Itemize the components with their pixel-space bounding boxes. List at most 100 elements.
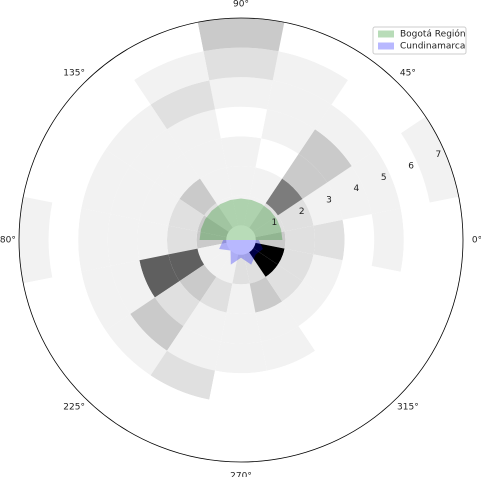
angle-tick-label: 135° — [63, 69, 85, 79]
heat-cell — [243, 196, 266, 228]
heat-cell — [331, 80, 401, 150]
legend-swatch — [378, 42, 394, 50]
angle-tick-label: 315° — [397, 402, 419, 412]
heat-cell — [81, 149, 131, 215]
heat-cell — [197, 215, 229, 238]
heat-cell — [117, 399, 204, 458]
heat-cell — [48, 202, 82, 278]
heat-cell — [134, 51, 210, 105]
heat-cell — [302, 182, 343, 226]
heat-cell — [52, 271, 106, 347]
heat-cell — [232, 195, 250, 226]
heat-cell — [272, 51, 348, 105]
heat-cell — [154, 281, 200, 327]
heat-cell — [168, 248, 205, 282]
heat-cell — [376, 133, 430, 209]
heat-cell — [139, 182, 180, 226]
heat-cell — [400, 202, 434, 278]
heat-cell — [81, 265, 131, 331]
heat-cell — [130, 297, 184, 351]
angle-tick-label: 225° — [63, 402, 85, 412]
heat-cell — [56, 55, 135, 134]
heat-cell — [78, 208, 111, 272]
heat-cell — [331, 330, 401, 400]
angle-tick-label: 0° — [472, 236, 481, 246]
heat-cell — [249, 276, 283, 313]
heat-cell — [110, 260, 155, 315]
legend-box — [372, 26, 467, 55]
heat-cell — [150, 350, 216, 400]
heat-cell — [19, 196, 53, 284]
heat-cell — [284, 225, 316, 255]
heat-cell — [167, 225, 198, 255]
radial-tick-label: 5 — [381, 173, 387, 183]
heat-cell — [226, 283, 256, 315]
area — [219, 240, 263, 265]
heat-cell — [105, 104, 167, 166]
heat-cell — [429, 196, 464, 284]
heat-cell — [277, 248, 314, 282]
heat-cell — [179, 178, 217, 216]
heat-cell — [298, 129, 352, 183]
heat-cell — [168, 198, 205, 232]
radial-tick-label: 7 — [436, 150, 442, 160]
heat-cell — [400, 116, 459, 203]
heat-cell — [220, 312, 262, 344]
heat-cell — [282, 153, 328, 199]
heat-cell — [243, 252, 266, 284]
heat-cell — [342, 214, 375, 266]
heat-cell — [298, 297, 352, 351]
angle-tick-label: 45° — [400, 69, 416, 79]
heat-cell — [255, 138, 299, 179]
heat-cell — [130, 129, 184, 183]
heat-cell — [179, 264, 217, 302]
heat-cell — [139, 254, 180, 298]
radial-tick-label: 3 — [326, 196, 332, 206]
angle-tick-label: 90° — [233, 0, 249, 10]
heat-cell — [249, 248, 278, 277]
heat-cell — [107, 214, 140, 266]
heat-cell — [272, 375, 348, 429]
heat-cell — [265, 178, 303, 216]
heat-cell — [110, 165, 155, 220]
heat-cell — [23, 277, 82, 364]
heat-cell — [232, 254, 250, 285]
heat-cell — [166, 326, 221, 371]
heat-cell — [154, 153, 200, 199]
heat-cell — [197, 242, 229, 265]
heat-cell — [23, 116, 82, 203]
heat-cell — [315, 104, 377, 166]
heat-cell — [255, 231, 286, 249]
heat-cell — [197, 17, 285, 52]
heat-cell — [249, 167, 283, 204]
heat-cell — [376, 271, 430, 347]
heat-cell — [183, 138, 227, 179]
polar-frame — [18, 17, 464, 463]
heat-cell — [302, 254, 343, 298]
heat-cell — [278, 399, 365, 458]
heat-cell — [315, 314, 377, 376]
heat-cell — [261, 109, 316, 154]
heat-cell — [265, 264, 303, 302]
heat-cell — [327, 165, 372, 220]
heat-cell — [134, 375, 210, 429]
heat-cell — [266, 350, 332, 400]
heat-cell — [253, 242, 285, 265]
heat-cell — [351, 149, 401, 215]
heat-cell — [220, 136, 262, 168]
heat-cell — [216, 252, 239, 284]
heat-cell — [105, 314, 167, 376]
heat-cell — [216, 196, 239, 228]
heat-cell — [347, 55, 426, 134]
heat-cell — [166, 109, 221, 154]
angle-tick-label: 270° — [230, 472, 252, 478]
radial-tick-label: 2 — [299, 207, 305, 217]
heat-cell — [137, 219, 169, 261]
radial-tick-label: 6 — [408, 162, 414, 172]
heat-cell — [81, 80, 151, 150]
heat-cell — [278, 22, 365, 81]
heat-cell — [277, 198, 314, 232]
area — [199, 198, 283, 240]
heat-cell — [150, 80, 216, 130]
